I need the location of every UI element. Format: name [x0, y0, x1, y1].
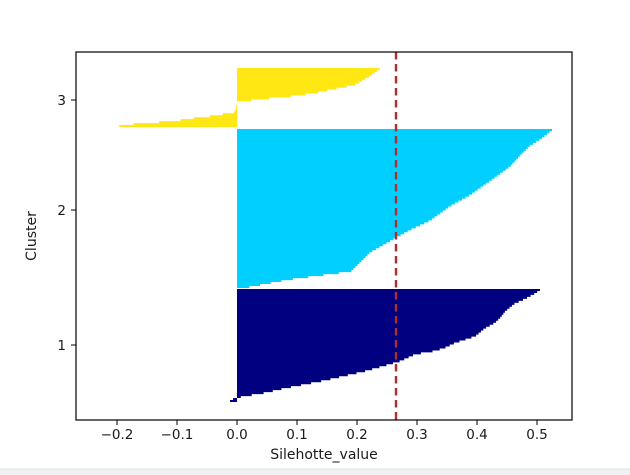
- cluster-band-3: [105, 68, 380, 127]
- x-axis-ticks: −0.2 −0.1 0.0 0.1 0.2 0.3 0.4 0.5: [101, 420, 548, 443]
- y-tick-label: 3: [57, 93, 66, 109]
- y-tick-label: 1: [57, 338, 66, 354]
- x-tick-label: −0.2: [101, 427, 134, 443]
- x-tick-label: 0.3: [406, 427, 427, 443]
- x-tick-label: 0.4: [466, 427, 487, 443]
- window-bottom-strip: [0, 468, 630, 475]
- x-axis-label: Silehotte_value: [270, 447, 378, 463]
- y-axis-label: Cluster: [24, 211, 40, 261]
- y-axis-ticks: 1 2 3: [57, 93, 76, 354]
- x-tick-label: 0.2: [346, 427, 367, 443]
- x-tick-label: 0.1: [286, 427, 307, 443]
- x-tick-label: 0.5: [526, 427, 547, 443]
- x-tick-label: −0.1: [161, 427, 194, 443]
- plot-frame: [75, 51, 573, 421]
- x-tick-label: 0.0: [226, 427, 247, 443]
- y-tick-label: 2: [57, 203, 66, 219]
- cluster-band-2: [237, 129, 552, 288]
- cluster-band-1: [226, 289, 541, 402]
- cluster-bands: [105, 68, 552, 402]
